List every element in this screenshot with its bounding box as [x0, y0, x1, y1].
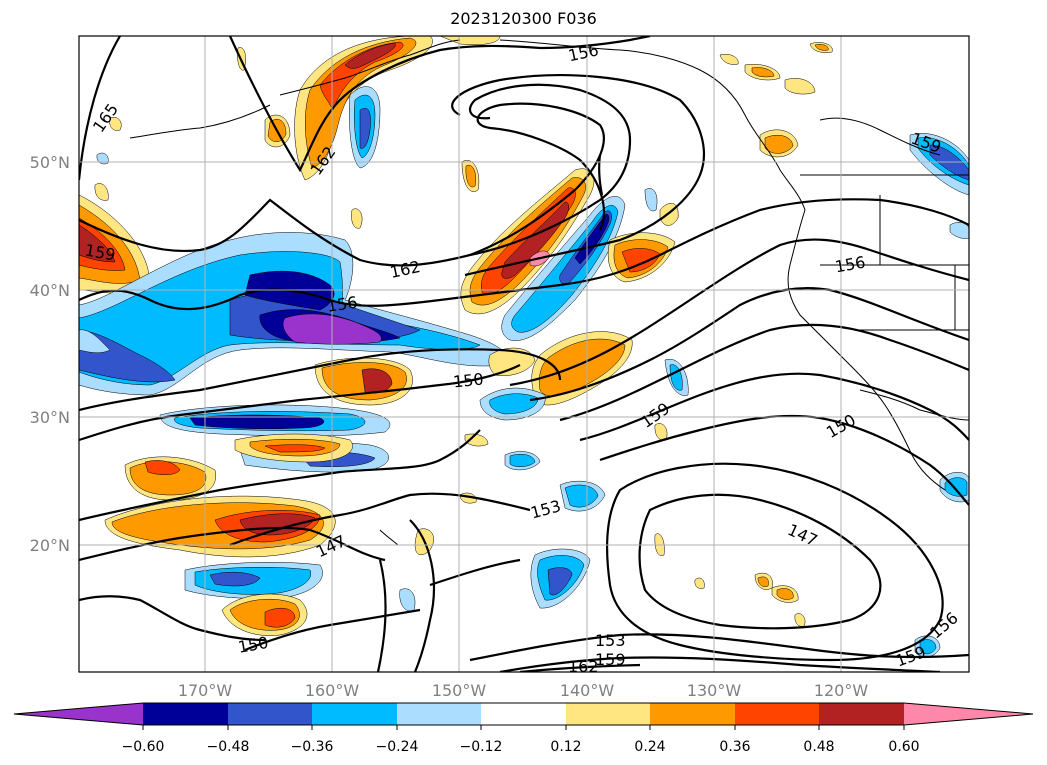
lon-label: 160°W [305, 681, 360, 700]
latitude-labels: 20°N 30°N 40°N 50°N [30, 153, 70, 555]
anomaly-region [144, 460, 181, 475]
anomaly-region [764, 135, 794, 154]
anomaly-region [189, 414, 325, 430]
colorbar-tick-label: −0.60 [122, 739, 165, 755]
contour-label: 162 [568, 657, 599, 676]
lat-label: 50°N [30, 153, 70, 172]
colorbar-bin [566, 703, 650, 725]
contour-label: 156 [326, 293, 359, 316]
anomaly-region [694, 577, 705, 589]
colorbar-bin [735, 703, 819, 725]
anomaly-region [344, 42, 396, 69]
colorbar-extend-high [904, 703, 1033, 725]
anomaly-region [489, 393, 539, 415]
colorbar: −0.60 −0.48 −0.36 −0.24 −0.12 0.12 0.24 … [13, 702, 1034, 755]
anomaly-region [209, 571, 261, 587]
anomaly-region [264, 607, 296, 628]
map-content: 165 162 159 156 162 156 150 159 150 153 … [79, 36, 969, 676]
contour-label: 150 [452, 369, 484, 391]
anomaly-region [776, 588, 794, 600]
lon-label: 130°W [687, 681, 742, 700]
anomaly-region [564, 484, 599, 508]
colorbar-bin [650, 703, 735, 725]
coastlines [129, 39, 969, 546]
anomaly-region [644, 188, 658, 212]
colorbar-extend-low [14, 703, 143, 725]
lat-label: 40°N [30, 281, 70, 300]
colorbar-tick-label: 0.48 [803, 739, 834, 755]
colorbar-tick-label: 0.24 [634, 739, 665, 755]
colorbar-tick-label: −0.12 [460, 739, 503, 755]
anomaly-region [94, 183, 109, 201]
colorbar-bin [312, 703, 397, 725]
contour-label: 153 [595, 631, 626, 650]
colorbar-tick-label: −0.36 [291, 739, 334, 755]
anomaly-region [814, 44, 829, 51]
lon-label: 170°W [178, 681, 233, 700]
colorbar-bin [228, 703, 312, 725]
lat-label: 20°N [30, 536, 70, 555]
lon-label: 140°W [560, 681, 615, 700]
anomaly-region [264, 444, 326, 453]
anomaly-region [949, 222, 969, 239]
colorbar-tick-label: −0.24 [376, 739, 419, 755]
colorbar-tick-label: 0.60 [888, 739, 919, 755]
colorbar-tick-label: −0.48 [207, 739, 250, 755]
anomaly-region [784, 78, 816, 95]
colorbar-bin [481, 703, 566, 725]
anomaly-region [757, 576, 769, 587]
anomaly-region [719, 54, 739, 65]
anomaly-region [794, 613, 806, 627]
anomaly-region [919, 639, 937, 655]
anomaly-region [351, 208, 363, 229]
longitude-labels: 170°W 160°W 150°W 140°W 130°W 120°W [178, 681, 869, 700]
anomaly-region [109, 117, 122, 131]
anomaly-region [488, 347, 536, 376]
colorbar-tick-label: 0.36 [719, 739, 750, 755]
anomaly-region [79, 224, 116, 263]
map-frame [78, 35, 970, 673]
graticule [79, 36, 969, 672]
anomaly-region [359, 107, 371, 149]
colorbar-tick-label: 0.12 [550, 739, 581, 755]
anomaly-region [96, 152, 109, 165]
lon-label: 150°W [432, 681, 487, 700]
colorbar-bin [143, 703, 228, 725]
anomaly-region [509, 454, 536, 467]
anomaly-region [751, 67, 775, 78]
colorbar-bin [397, 703, 481, 725]
anomaly-region [319, 41, 404, 111]
colorbar-bin [819, 703, 904, 725]
lat-label: 30°N [30, 408, 70, 427]
lon-label: 120°W [814, 681, 869, 700]
anomaly-region [304, 37, 417, 169]
anomaly-region [547, 567, 573, 596]
map-title: 2023120300 F036 [450, 9, 597, 28]
anomaly-region [501, 201, 569, 279]
anomaly-region [79, 329, 111, 353]
anomaly-region [465, 164, 476, 188]
contour-label: 159 [595, 650, 626, 669]
